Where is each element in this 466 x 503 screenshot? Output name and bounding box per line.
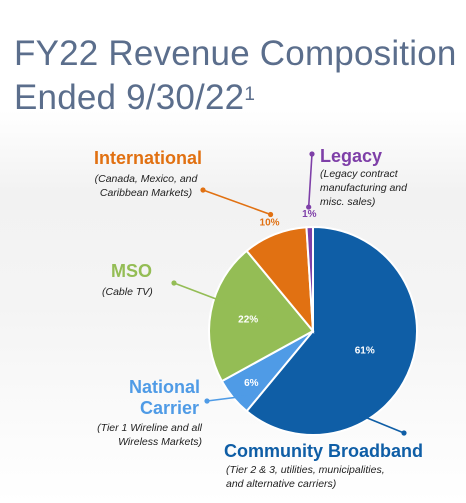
community-broadband-leader-start-dot (359, 413, 365, 419)
chart-title: FY22 Revenue Composition Ended 9/30/221 (14, 32, 457, 120)
community-broadband-note-line-1: (Tier 2 & 3, utilities, municipalities, (226, 464, 385, 476)
community-broadband-note: (Tier 2 & 3, utilities, municipalities, … (226, 463, 385, 491)
community-broadband-leader-end-dot (401, 430, 407, 436)
legacy-note-line-2: manufacturing and (320, 182, 407, 194)
national-carrier-leader-start-dot (252, 392, 259, 398)
national-carrier-note-line-1: (Tier 1 Wireline and all (97, 422, 202, 434)
international-percent-label: 10% (260, 217, 280, 228)
mso-leader-line (173, 282, 271, 321)
legacy-slice (305, 225, 314, 332)
mso-leader-start-dot (267, 317, 274, 323)
national-carrier-note: (Tier 1 Wireline and all Wireless Market… (84, 421, 202, 449)
legacy-note-line-1: (Legacy contract (320, 168, 398, 180)
percent-labels: 61% 6% 22% 10% 1% (238, 209, 375, 389)
international-note-line-2: Caribbean Markets) (99, 187, 193, 199)
international-leader-end-dot (200, 187, 206, 193)
community-broadband-leader-line (361, 415, 405, 434)
legacy-note-line-3: misc. sales) (320, 196, 376, 208)
mso-heading: MSO (111, 261, 153, 281)
title-footnote-marker: 1 (244, 84, 256, 105)
pie-slices (208, 225, 418, 436)
mso-note: (Cable TV) (102, 286, 153, 298)
community-broadband-percent-label: 61% (355, 346, 375, 357)
national-carrier-leader-end-dot (204, 398, 210, 404)
national-carrier-heading-line-2: Carrier (140, 398, 200, 418)
community-broadband-heading: Community Broadband (224, 441, 424, 461)
national-carrier-leader-line (206, 394, 256, 402)
international-heading: International (94, 148, 203, 168)
title-line-2: Ended 9/30/221 (14, 76, 457, 120)
leader-lines (171, 151, 407, 436)
legacy-note: (Legacy contract manufacturing and misc.… (320, 167, 407, 209)
title-period: Ended 9/30/22 (14, 78, 245, 117)
national-carrier-percent-label: 6% (244, 378, 259, 389)
mso-percent-label: 22% (238, 315, 258, 326)
legacy-leader-line (307, 153, 313, 208)
legacy-heading: Legacy (320, 146, 383, 166)
international-leader-line (202, 189, 271, 216)
community-broadband-note-line-2: and alternative carriers) (226, 478, 337, 490)
title-line-1: FY22 Revenue Composition (14, 34, 457, 73)
international-note: (Canada, Mexico, and Caribbean Markets) (86, 172, 206, 200)
national-carrier-note-line-2: Wireless Markets) (118, 436, 202, 448)
legacy-leader-start-dot (306, 204, 312, 210)
international-note-line-1: (Canada, Mexico, and (94, 173, 198, 185)
legacy-percent-label: 1% (302, 209, 317, 220)
mso-leader-end-dot (171, 280, 177, 286)
community-broadband-slice (245, 225, 418, 436)
national-carrier-heading-line-1: National (129, 377, 201, 397)
legacy-leader-end-dot (309, 151, 315, 157)
international-leader-start-dot (267, 211, 274, 218)
